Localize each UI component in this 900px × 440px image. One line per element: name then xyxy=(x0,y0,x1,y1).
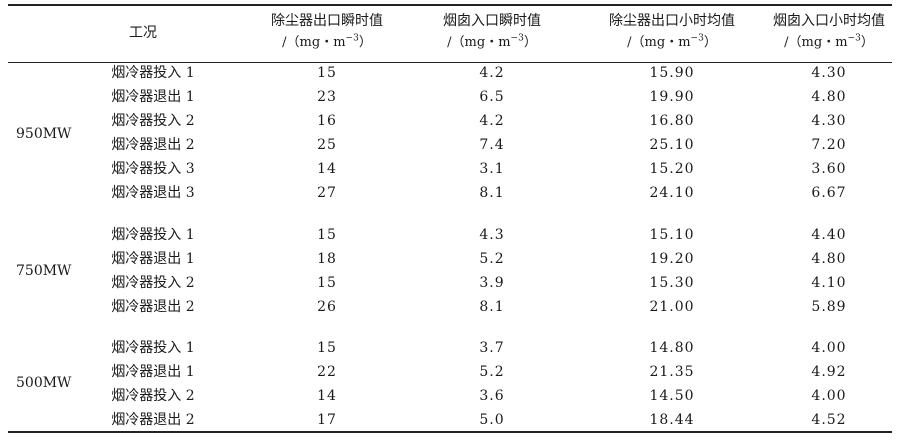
cell-value: 8.1 xyxy=(479,299,505,315)
cell-value: 16.80 xyxy=(649,113,695,129)
header-col-2: 烟囱入口瞬时值 /（mg・m−3） xyxy=(392,12,592,52)
header-col-2-title: 烟囱入口瞬时值 xyxy=(443,13,541,29)
cell-condition: 烟冷器退出 1 xyxy=(111,251,195,267)
cell-value: 18.44 xyxy=(649,412,695,428)
header-col-1-unit: /（mg・m−3） xyxy=(282,33,372,50)
cell-value: 4.40 xyxy=(811,227,847,243)
cell-condition: 烟冷器退出 2 xyxy=(111,412,195,428)
cell-value: 22 xyxy=(317,364,337,380)
cell-value: 7.4 xyxy=(479,137,505,153)
cell-condition: 烟冷器投入 3 xyxy=(111,161,195,177)
cell-condition: 烟冷器退出 3 xyxy=(111,185,195,201)
cell-condition: 烟冷器投入 2 xyxy=(111,275,195,291)
cell-value: 15.90 xyxy=(649,65,695,81)
cell-value: 14.80 xyxy=(649,340,695,356)
cell-value: 16 xyxy=(317,113,337,129)
cell-value: 17 xyxy=(317,412,337,428)
cell-value: 7.20 xyxy=(811,137,847,153)
header-col-2-unit: /（mg・m−3） xyxy=(447,33,537,50)
cell-value: 4.80 xyxy=(811,89,847,105)
cell-condition: 烟冷器退出 1 xyxy=(111,364,195,380)
cell-value: 4.80 xyxy=(811,251,847,267)
cell-value: 25.10 xyxy=(649,137,695,153)
cell-condition: 烟冷器退出 1 xyxy=(111,89,195,105)
header-col-4-title: 烟囱入口小时均值 xyxy=(773,13,885,29)
cell-condition: 烟冷器投入 1 xyxy=(111,65,195,81)
cell-value: 4.2 xyxy=(479,65,505,81)
header-col-1: 除尘器出口瞬时值 /（mg・m−3） xyxy=(232,12,422,52)
cell-condition: 烟冷器退出 2 xyxy=(111,137,195,153)
cell-value: 3.9 xyxy=(479,275,505,291)
cell-value: 15 xyxy=(317,275,337,291)
group-label-500mw: 500MW xyxy=(16,375,72,391)
header-col-4: 烟囱入口小时均值 /（mg・m−3） xyxy=(734,12,900,52)
table-header-rule xyxy=(8,62,892,63)
cell-value: 3.7 xyxy=(479,340,505,356)
cell-value: 14 xyxy=(317,388,337,404)
cell-value: 15 xyxy=(317,340,337,356)
cell-value: 4.3 xyxy=(479,227,505,243)
cell-value: 6.67 xyxy=(811,185,847,201)
cell-value: 15 xyxy=(317,227,337,243)
cell-value: 19.90 xyxy=(649,89,695,105)
cell-value: 15.10 xyxy=(649,227,695,243)
header-col-3-unit: /（mg・m−3） xyxy=(627,33,717,50)
cell-value: 4.00 xyxy=(811,388,847,404)
cell-value: 14 xyxy=(317,161,337,177)
cell-value: 14.50 xyxy=(649,388,695,404)
cell-value: 4.00 xyxy=(811,340,847,356)
cell-value: 24.10 xyxy=(649,185,695,201)
cell-condition: 烟冷器投入 1 xyxy=(111,227,195,243)
cell-value: 27 xyxy=(317,185,337,201)
header-condition: 工况 xyxy=(129,25,157,41)
cell-value: 15 xyxy=(317,65,337,81)
cell-value: 19.20 xyxy=(649,251,695,267)
cell-value: 8.1 xyxy=(479,185,505,201)
table-bottom-rule xyxy=(8,431,892,433)
cell-value: 15.30 xyxy=(649,275,695,291)
cell-value: 5.0 xyxy=(479,412,505,428)
cell-value: 4.2 xyxy=(479,113,505,129)
cell-value: 15.20 xyxy=(649,161,695,177)
header-col-3: 除尘器出口小时均值 /（mg・m−3） xyxy=(572,12,772,52)
cell-value: 3.1 xyxy=(479,161,505,177)
header-col-3-title: 除尘器出口小时均值 xyxy=(609,13,735,29)
header-col-1-title: 除尘器出口瞬时值 xyxy=(271,13,383,29)
cell-value: 23 xyxy=(317,89,337,105)
cell-value: 4.10 xyxy=(811,275,847,291)
table-top-rule xyxy=(8,4,892,6)
cell-condition: 烟冷器投入 2 xyxy=(111,388,195,404)
cell-value: 5.2 xyxy=(479,364,505,380)
cell-value: 6.5 xyxy=(479,89,505,105)
cell-condition: 烟冷器投入 2 xyxy=(111,113,195,129)
cell-value: 26 xyxy=(317,299,337,315)
cell-value: 3.60 xyxy=(811,161,847,177)
cell-value: 4.30 xyxy=(811,113,847,129)
cell-value: 25 xyxy=(317,137,337,153)
cell-value: 4.92 xyxy=(811,364,847,380)
header-col-4-unit: /（mg・m−3） xyxy=(784,33,874,50)
cell-value: 4.52 xyxy=(811,412,847,428)
group-label-750mw: 750MW xyxy=(16,263,72,279)
cell-condition: 烟冷器投入 1 xyxy=(111,340,195,356)
cell-condition: 烟冷器退出 2 xyxy=(111,299,195,315)
cell-value: 21.00 xyxy=(649,299,695,315)
cell-value: 5.2 xyxy=(479,251,505,267)
cell-value: 5.89 xyxy=(811,299,847,315)
cell-value: 21.35 xyxy=(649,364,695,380)
cell-value: 3.6 xyxy=(479,388,505,404)
cell-value: 18 xyxy=(317,251,337,267)
group-label-950mw: 950MW xyxy=(16,126,72,142)
cell-value: 4.30 xyxy=(811,65,847,81)
